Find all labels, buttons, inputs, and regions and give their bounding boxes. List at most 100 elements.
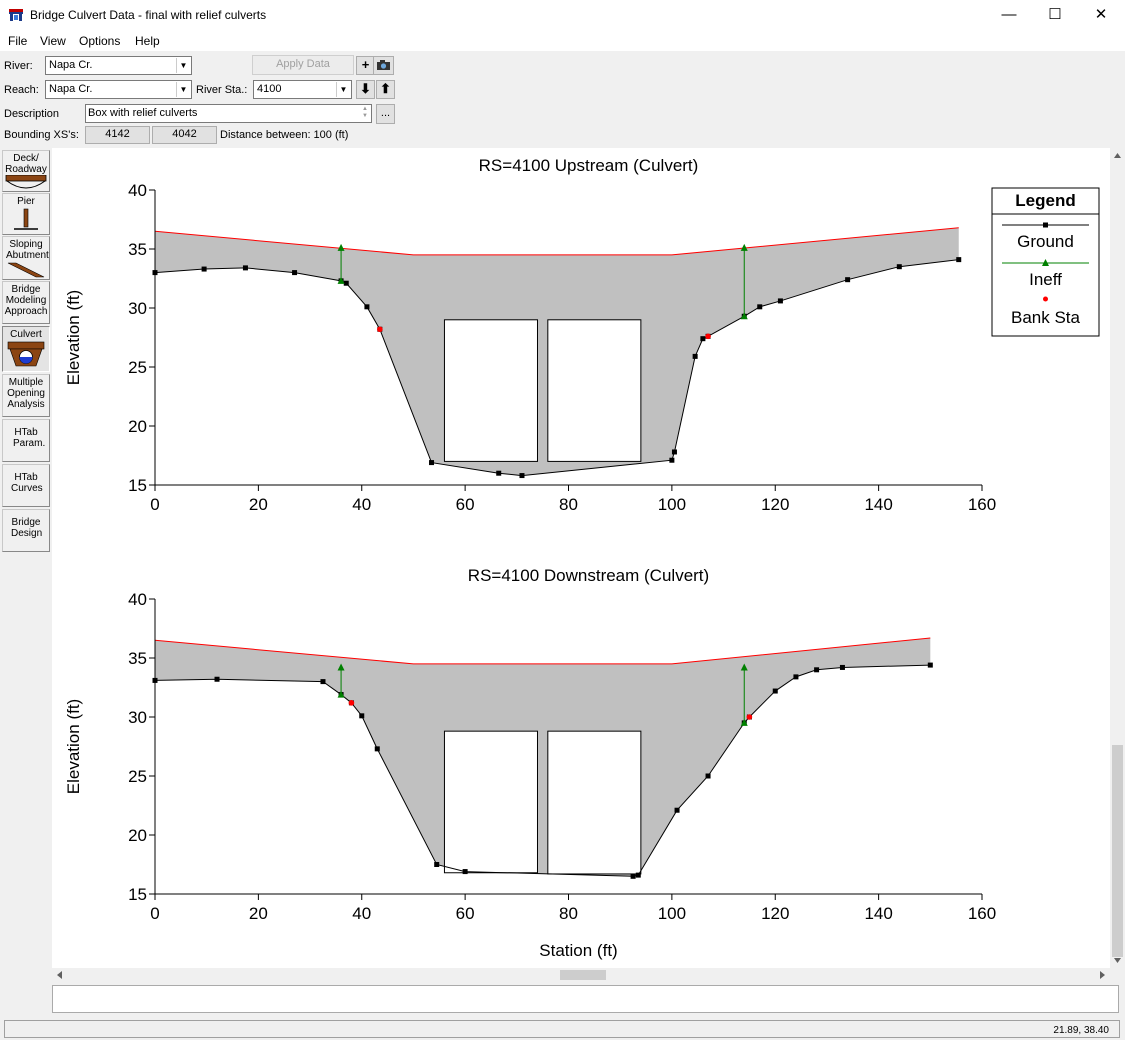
- distance-text: Distance between: 100 (ft): [220, 129, 349, 141]
- ground-point: [956, 257, 962, 263]
- ground-point: [434, 862, 440, 867]
- sidebar-item-label: Multiple Opening Analysis: [7, 377, 45, 410]
- ground-point: [462, 869, 468, 875]
- sidebar-item-deck-roadway[interactable]: Deck/ Roadway: [2, 150, 50, 192]
- ground-point: [692, 353, 698, 359]
- vertical-scrollbar[interactable]: [1110, 148, 1125, 968]
- ground-point: [845, 277, 851, 283]
- ground-point: [320, 679, 326, 685]
- ground-point: [927, 662, 933, 668]
- sidebar-item-label: Sloping Abutment: [6, 239, 49, 261]
- y-axis-label: Elevation (ft): [64, 290, 83, 385]
- sidebar-item-bridge-modeling-approach[interactable]: Bridge Modeling Approach: [2, 281, 50, 324]
- sidebar-item-bridge-design[interactable]: Bridge Design: [2, 509, 50, 552]
- sidebar-item-sloping-abutment[interactable]: Sloping Abutment: [2, 236, 50, 280]
- message-box: [52, 985, 1119, 1013]
- sidebar-item-label: Bridge Modeling Approach: [4, 284, 48, 317]
- ground-point: [793, 674, 799, 680]
- ground-point: [671, 449, 677, 455]
- x-tick-label: 80: [559, 495, 578, 514]
- menu-help[interactable]: Help: [135, 34, 160, 48]
- ground-point: [242, 265, 248, 271]
- ground-point: [630, 873, 636, 879]
- scroll-down-icon[interactable]: [1114, 958, 1121, 963]
- legend-entry: Ground: [1017, 232, 1074, 251]
- sidebar-item-multiple-opening-analysis[interactable]: Multiple Opening Analysis: [2, 374, 50, 417]
- chart-title: RS=4100 Downstream (Culvert): [468, 566, 709, 585]
- ground-line: [154, 259, 959, 477]
- description-value: Box with relief culverts: [88, 107, 198, 119]
- description-more-button[interactable]: ...: [376, 104, 395, 124]
- ground-point: [839, 664, 845, 670]
- sidebar-item-htab-param[interactable]: HTab Param.: [2, 419, 50, 462]
- sidebar-item-culvert[interactable]: Culvert: [2, 326, 50, 372]
- ineff-marker: [740, 718, 748, 726]
- deck-roadway-icon: [5, 174, 47, 189]
- ineff-marker: [740, 243, 748, 251]
- legend-title: Legend: [1015, 191, 1075, 210]
- maximize-button[interactable]: ☐: [1048, 6, 1062, 23]
- y-tick-label: 40: [128, 590, 147, 609]
- x-tick-label: 140: [864, 495, 892, 514]
- ground-point: [777, 298, 783, 304]
- river-sta-value: 4100: [257, 83, 282, 95]
- river-value: Napa Cr.: [49, 59, 93, 71]
- y-tick-label: 35: [128, 240, 147, 259]
- culvert-opening: [547, 319, 642, 462]
- sidebar-item-label: Bridge Design: [11, 517, 43, 539]
- scroll-thumb[interactable]: [560, 970, 606, 980]
- ground-point: [359, 713, 365, 719]
- minimize-button[interactable]: —: [1001, 6, 1017, 23]
- reach-value: Napa Cr.: [49, 83, 93, 95]
- culvert-opening: [443, 319, 538, 462]
- description-field[interactable]: Box with relief culverts ▲ ▼: [85, 104, 372, 123]
- x-tick-label: 120: [761, 904, 789, 923]
- bank-station-marker: [348, 700, 355, 706]
- arrow-up-icon[interactable]: ⬆: [376, 80, 395, 99]
- y-tick-label: 30: [128, 708, 147, 727]
- deck-line: [154, 227, 959, 256]
- ineff-marker: [740, 312, 748, 320]
- x-tick-label: 160: [968, 904, 996, 923]
- ground-point: [429, 460, 435, 466]
- legend-ineff-marker: [1042, 259, 1049, 266]
- scroll-right-icon[interactable]: [1100, 971, 1105, 979]
- river-select[interactable]: Napa Cr. ▼: [45, 56, 192, 75]
- y-tick-label: 20: [128, 417, 147, 436]
- arrow-down-icon[interactable]: ⬇: [356, 80, 375, 99]
- title-bar: Bridge Culvert Data - final with relief …: [0, 0, 1125, 31]
- ground-point: [705, 773, 711, 779]
- sidebar-item-pier[interactable]: Pier: [2, 193, 50, 235]
- close-button[interactable]: ✕: [1094, 6, 1108, 23]
- bank-station-marker: [705, 333, 711, 340]
- menu-view[interactable]: View: [40, 34, 66, 48]
- y-tick-label: 30: [128, 299, 147, 318]
- x-tick-label: 140: [864, 904, 892, 923]
- y-tick-label: 25: [128, 767, 147, 786]
- chevron-down-icon: ▼: [176, 82, 190, 97]
- ground-point: [343, 280, 349, 286]
- ineff-marker: [337, 663, 345, 671]
- y-tick-label: 25: [128, 358, 147, 377]
- menu-options[interactable]: Options: [79, 34, 121, 48]
- app-icon: [9, 9, 23, 21]
- menu-file[interactable]: File: [8, 34, 28, 48]
- scroll-up-icon[interactable]: [1114, 153, 1121, 158]
- ground-point: [635, 872, 641, 878]
- reach-select[interactable]: Napa Cr. ▼: [45, 80, 192, 99]
- plot-area[interactable]: RS=4100 Upstream (Culvert) Elevation (ft)…: [52, 148, 1112, 968]
- sidebar-item-htab-curves[interactable]: HTab Curves: [2, 464, 50, 507]
- bounding-downstream-button[interactable]: 4042: [152, 126, 217, 144]
- horizontal-scrollbar[interactable]: [52, 968, 1110, 982]
- scroll-thumb[interactable]: [1112, 745, 1123, 957]
- x-tick-label: 20: [249, 904, 268, 923]
- chart-title: RS=4100 Upstream (Culvert): [479, 156, 699, 175]
- apply-data-button[interactable]: Apply Data: [252, 55, 354, 75]
- cursor-coordinates: 21.89, 38.40: [1053, 1025, 1109, 1036]
- ground-point: [674, 807, 680, 813]
- scroll-left-icon[interactable]: [57, 971, 62, 979]
- bounding-upstream-button[interactable]: 4142: [85, 126, 150, 144]
- x-tick-label: 60: [456, 495, 475, 514]
- camera-icon[interactable]: [373, 56, 394, 75]
- river-sta-select[interactable]: 4100 ▼: [253, 80, 352, 99]
